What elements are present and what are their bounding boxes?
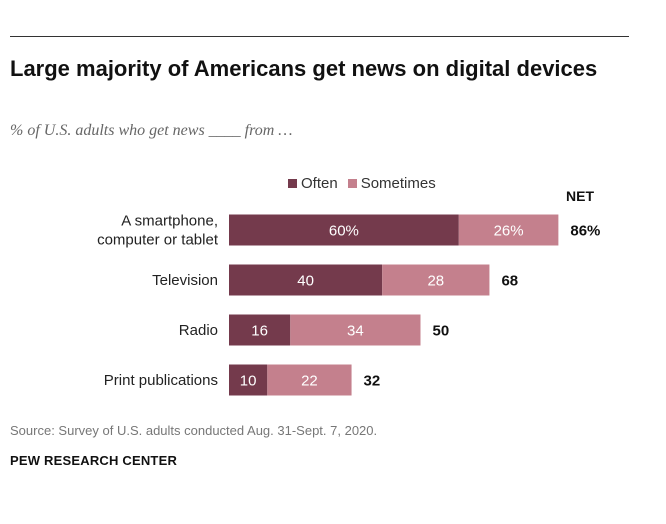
chart-subtitle: % of U.S. adults who get news ____ from … xyxy=(10,122,293,139)
category-label: A smartphone, computer or tablet xyxy=(97,213,219,249)
bar-segment-sometimes xyxy=(290,314,421,346)
top-rule xyxy=(10,36,629,37)
category-label: Print publications xyxy=(104,372,218,389)
bar-value-label-sometimes: 28 xyxy=(427,273,444,290)
bar-segment-sometimes xyxy=(382,264,490,296)
net-value-label: 86% xyxy=(570,223,600,240)
bar-segment-sometimes xyxy=(458,214,559,246)
bar-value-label-sometimes: 22 xyxy=(301,373,318,390)
legend-item-sometimes: Sometimes xyxy=(347,175,436,192)
org-name: PEW RESEARCH CENTER xyxy=(10,453,178,468)
bar-value-label-sometimes: 34 xyxy=(347,323,364,340)
net-header: NET xyxy=(566,188,594,204)
source-note: Source: Survey of U.S. adults conducted … xyxy=(10,423,378,438)
legend-item-often: Often xyxy=(288,175,338,192)
bar-value-label-often: 40 xyxy=(297,273,314,290)
legend-swatch-sometimes xyxy=(347,179,357,188)
bar-segment-often xyxy=(229,364,268,396)
legend: Often Sometimes xyxy=(288,175,446,192)
legend-swatch-often xyxy=(288,179,297,188)
category-label: Radio xyxy=(179,322,218,339)
legend-label-often: Often xyxy=(301,175,338,192)
net-value-label: 32 xyxy=(364,373,381,390)
bar-value-label-often: 16 xyxy=(251,323,268,340)
net-value-label: 68 xyxy=(501,273,518,290)
bar-value-label-sometimes: 26% xyxy=(494,223,524,240)
bar-segment-sometimes xyxy=(267,364,352,396)
bar-value-label-often: 60% xyxy=(329,223,359,240)
legend-label-sometimes: Sometimes xyxy=(360,175,436,192)
bar-segment-often xyxy=(229,264,383,296)
chart-title: Large majority of Americans get news on … xyxy=(10,56,598,81)
category-label: Television xyxy=(152,272,218,289)
bar-segment-often xyxy=(229,214,459,246)
net-value-label: 50 xyxy=(433,323,450,340)
bar-value-label-often: 10 xyxy=(240,373,257,390)
bar-segment-often xyxy=(229,314,291,346)
